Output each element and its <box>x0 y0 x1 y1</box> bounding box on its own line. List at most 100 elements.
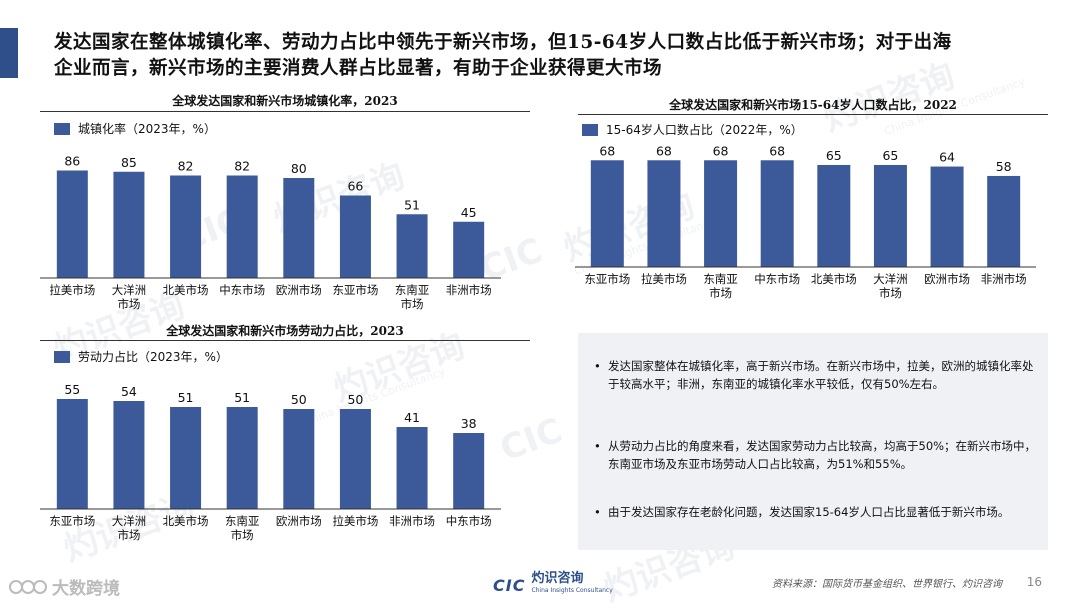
logo-text: 灼识咨询 China Insights Consultancy <box>531 571 613 597</box>
bar-urbanization-6 <box>396 214 428 278</box>
category-label: 中东市场 <box>446 514 492 528</box>
chart-title-rule <box>40 340 530 341</box>
data-label: 86 <box>64 154 80 169</box>
legend-label: 劳动力占比（2023年，%） <box>78 350 228 364</box>
bar-age1564-2 <box>704 160 738 267</box>
legend-labor: 劳动力占比（2023年，%） <box>54 348 228 365</box>
logo-en: China Insights Consultancy <box>531 587 613 594</box>
category-label: 拉美市场 <box>49 283 95 297</box>
bar-age1564-7 <box>987 175 1021 267</box>
data-label: 64 <box>939 150 955 165</box>
category-label: 市场 <box>117 528 140 542</box>
data-label: 51 <box>178 390 194 405</box>
category-label: 非洲市场 <box>981 272 1027 286</box>
logo-cn: 灼识咨询 <box>531 571 584 586</box>
chart-title-labor: 全球发达国家和新兴市场劳动力占比，2023 <box>166 324 404 338</box>
category-label: 市场 <box>879 286 902 300</box>
category-label: 非洲市场 <box>446 283 492 297</box>
category-label: 市场 <box>231 528 254 542</box>
category-label: 拉美市场 <box>641 272 687 286</box>
data-label: 85 <box>121 155 137 170</box>
brand-logo-left: 大数跨境 <box>8 574 120 599</box>
bar-labor-0 <box>56 399 88 509</box>
category-label: 东南亚 <box>225 514 260 528</box>
data-label: 50 <box>291 392 307 407</box>
bar-age1564-3 <box>760 160 794 267</box>
category-label: 东亚市场 <box>584 272 630 286</box>
category-label: 北美市场 <box>163 514 209 528</box>
category-label: 北美市场 <box>811 272 857 286</box>
bar-labor-3 <box>226 407 258 509</box>
legend-swatch <box>582 123 598 136</box>
category-label: 大洋洲 <box>873 272 908 286</box>
data-label: 58 <box>996 159 1012 174</box>
category-label: 市场 <box>401 297 424 311</box>
page-title-line1: 发达国家在整体城镇化率、劳动力占比中领先于新兴市场，但15-64岁人口数占比低于… <box>54 32 952 53</box>
bar-urbanization-1 <box>113 171 145 278</box>
data-label: 45 <box>461 205 477 220</box>
data-label: 66 <box>347 179 363 194</box>
category-label: 大洋洲 <box>112 283 147 297</box>
chart-title-rule <box>40 111 530 112</box>
bar-age1564-0 <box>590 160 624 267</box>
bar-age1564-5 <box>873 164 907 267</box>
legend-label: 15-64岁人口数占比（2022年，%） <box>606 123 803 137</box>
category-label: 拉美市场 <box>332 514 378 528</box>
chart-title-rule <box>578 114 1048 115</box>
category-label: 东亚市场 <box>332 283 378 297</box>
data-label: 55 <box>64 382 80 397</box>
brand-icon <box>9 579 47 594</box>
bar-labor-7 <box>453 433 485 509</box>
bar-urbanization-5 <box>339 195 371 278</box>
category-label: 非洲市场 <box>389 514 435 528</box>
source-note: 资料来源：国际货币基金组织、世界银行、灼识咨询 <box>772 579 1002 590</box>
bar-labor-1 <box>113 401 145 509</box>
page-number: 16 <box>1026 575 1042 589</box>
bar-age1564-1 <box>647 160 681 267</box>
cic-logo: CIC 灼识咨询 China Insights Consultancy <box>493 571 613 597</box>
data-label: 68 <box>656 143 672 158</box>
page-title-line2: 企业而言，新兴市场的主要消费人群占比显著，有助于企业获得更大市场 <box>54 58 663 79</box>
legend-age1564: 15-64岁人口数占比（2022年，%） <box>582 121 803 138</box>
legend-swatch <box>54 350 70 363</box>
chart-title-age1564: 全球发达国家和新兴市场15-64岁人口数占比，2022 <box>669 98 957 112</box>
accent-bar <box>0 28 18 78</box>
watermark-cic: CIC <box>495 410 568 470</box>
category-label: 市场 <box>709 286 732 300</box>
bar-labor-2 <box>170 407 202 509</box>
category-label: 东南亚 <box>395 283 430 297</box>
data-label: 65 <box>826 148 842 163</box>
chart-title-urbanization: 全球发达国家和新兴市场城镇化率，2023 <box>172 94 398 108</box>
note-item: 发达国家整体在城镇化率，高于新兴市场。在新兴市场中，拉美，欧洲的城镇化率处于较高… <box>592 357 1040 393</box>
bar-urbanization-3 <box>226 175 258 278</box>
brand-name: 大数跨境 <box>52 579 120 599</box>
page-title: 发达国家在整体城镇化率、劳动力占比中领先于新兴市场，但15-64岁人口数占比低于… <box>54 30 1054 82</box>
data-label: 68 <box>769 143 785 158</box>
data-label: 50 <box>347 392 363 407</box>
data-label: 51 <box>234 390 250 405</box>
data-label: 41 <box>404 410 420 425</box>
bar-labor-6 <box>396 427 428 509</box>
data-label: 65 <box>882 148 898 163</box>
bar-age1564-4 <box>817 164 851 267</box>
data-label: 51 <box>404 197 420 212</box>
data-label: 54 <box>121 384 137 399</box>
note-item: 从劳动力占比的角度来看，发达国家劳动力占比较高，均高于50%；在新兴市场中，东南… <box>592 437 1040 473</box>
category-label: 欧洲市场 <box>276 514 322 528</box>
legend-urbanization: 城镇化率（2023年，%） <box>54 120 216 137</box>
bar-urbanization-4 <box>283 178 315 278</box>
logo-cic-mark: CIC <box>493 575 526 595</box>
category-label: 东南亚 <box>703 272 738 286</box>
data-label: 68 <box>713 143 729 158</box>
bar-urbanization-2 <box>170 175 202 278</box>
bar-labor-4 <box>283 409 315 509</box>
data-label: 82 <box>234 159 250 174</box>
data-label: 38 <box>461 416 477 431</box>
data-label: 82 <box>178 159 194 174</box>
category-label: 市场 <box>117 297 140 311</box>
bar-labor-5 <box>339 409 371 509</box>
bar-age1564-6 <box>930 166 964 267</box>
data-label: 68 <box>599 143 615 158</box>
